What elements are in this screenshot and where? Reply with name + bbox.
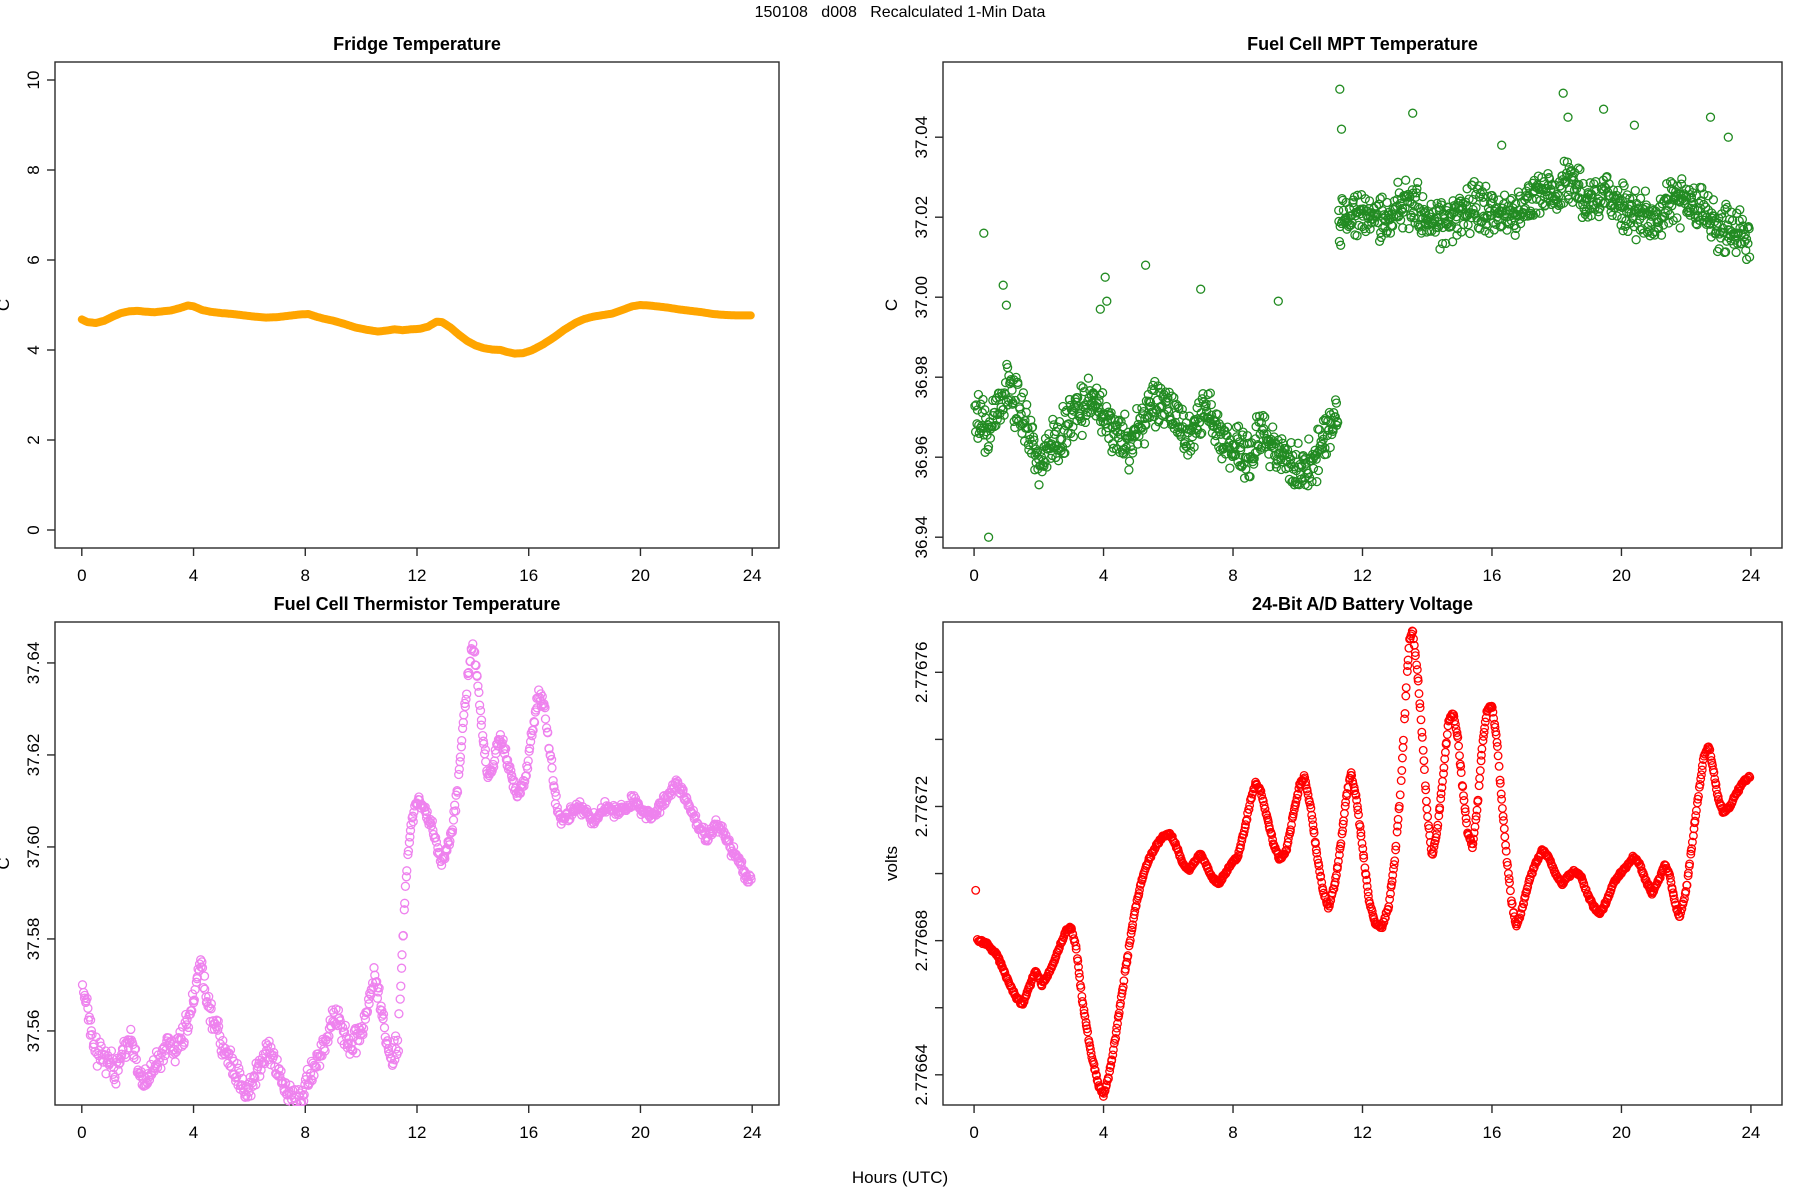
fuel-cell-mpt-temperature-x-axis: 0 4 8 12 16 20 24 (969, 548, 1760, 585)
y-tick-label: 0 (24, 525, 43, 534)
y-tick-label: 37.58 (24, 918, 43, 961)
fuel-cell-thermistor-temperature-x-axis: 0 4 8 12 16 20 24 (77, 1105, 762, 1142)
x-tick-label: 4 (189, 566, 198, 585)
battery-voltage-panel: 24-Bit A/D Battery Voltage 0 4 8 12 16 20 24 2.7… (882, 594, 1783, 1142)
x-tick-label: 16 (1483, 1123, 1502, 1142)
battery-voltage-plot-box (942, 621, 1783, 1106)
battery-voltage-y-axis-title: volts (882, 846, 901, 881)
x-tick-label: 24 (1741, 566, 1760, 585)
fuel-cell-mpt-temperature-panel: Fuel Cell MPT Temperature 0 4 8 12 16 20 24 36.9… (882, 34, 1783, 585)
x-tick-label: 8 (301, 566, 310, 585)
y-tick-label: 8 (24, 165, 43, 174)
fuel-cell-mpt-temperature-plot-box (942, 61, 1783, 549)
figure-title: 150108 d008 Recalculated 1-Min Data (754, 4, 1046, 21)
fuel-cell-thermistor-temperature-y-axis: 37.56 37.58 37.60 37.62 37.64 C (0, 642, 55, 1053)
fuel-cell-thermistor-temperature-panel: Fuel Cell Thermistor Temperature 0 4 8 12 16 2… (0, 594, 780, 1142)
battery-voltage-title: 24-Bit A/D Battery Voltage (1252, 594, 1473, 614)
y-tick-label: 37.04 (912, 116, 931, 159)
y-tick-label: 37.00 (912, 276, 931, 319)
y-tick-label: 10 (24, 71, 43, 90)
x-tick-label: 20 (631, 1123, 650, 1142)
x-tick-label: 12 (408, 1123, 427, 1142)
x-tick-label: 4 (1099, 566, 1108, 585)
fuel-cell-mpt-temperature-series (970, 84, 1755, 542)
y-tick-label: 2.77672 (912, 776, 931, 837)
x-tick-label: 0 (77, 566, 86, 585)
x-tick-label: 8 (301, 1123, 310, 1142)
fuel-cell-mpt-temperature-y-axis: 36.94 36.96 36.98 37.00 37.02 37.04 C (882, 116, 943, 559)
x-tick-label: 16 (519, 1123, 538, 1142)
fridge-temperature-y-axis-title: C (0, 299, 13, 311)
x-tick-label: 20 (631, 566, 650, 585)
x-tick-label: 24 (743, 1123, 762, 1142)
battery-voltage-series (971, 626, 1755, 1101)
y-tick-label: 2.77664 (912, 1044, 931, 1105)
x-axis-label: Hours (UTC) (851, 1168, 949, 1187)
battery-voltage-x-axis: 0 4 8 12 16 20 24 (969, 1105, 1760, 1142)
x-tick-label: 16 (519, 566, 538, 585)
y-tick-label: 2.77668 (912, 910, 931, 971)
x-tick-label: 4 (1099, 1123, 1108, 1142)
y-tick-label: 36.94 (912, 516, 931, 559)
fridge-temperature-x-axis: 0 4 8 12 16 20 24 (77, 548, 762, 585)
fuel-cell-thermistor-temperature-plot-box (54, 621, 780, 1106)
y-tick-label: 37.60 (24, 826, 43, 869)
y-tick-label: 36.98 (912, 356, 931, 399)
x-tick-label: 20 (1612, 1123, 1631, 1142)
x-tick-label: 0 (969, 1123, 978, 1142)
fuel-cell-thermistor-temperature-series (77, 639, 756, 1106)
fuel-cell-mpt-temperature-y-axis-title: C (882, 299, 901, 311)
y-tick-label: 37.62 (24, 734, 43, 777)
fuel-cell-thermistor-temperature-y-axis-title: C (0, 857, 13, 869)
fridge-temperature-series (77, 301, 755, 358)
fuel-cell-mpt-temperature-title: Fuel Cell MPT Temperature (1247, 34, 1478, 54)
x-tick-label: 24 (743, 566, 762, 585)
fridge-temperature-y-axis: 0 2 4 6 8 10 C (0, 71, 55, 535)
y-tick-label: 2.77676 (912, 642, 931, 703)
battery-voltage-y-axis: 2.77664 2.77668 2.77672 2.77676 volts (882, 642, 943, 1106)
x-tick-label: 0 (77, 1123, 86, 1142)
y-tick-label: 6 (24, 255, 43, 264)
y-tick-label: 37.64 (24, 642, 43, 685)
y-tick-label: 2 (24, 435, 43, 444)
y-tick-label: 36.96 (912, 436, 931, 479)
x-tick-label: 8 (1228, 1123, 1237, 1142)
x-tick-label: 20 (1612, 566, 1631, 585)
x-tick-label: 8 (1228, 566, 1237, 585)
fridge-temperature-line (77, 301, 755, 358)
y-tick-label: 37.02 (912, 196, 931, 239)
x-tick-label: 0 (969, 566, 978, 585)
y-tick-label: 37.56 (24, 1010, 43, 1053)
x-tick-label: 12 (1353, 566, 1372, 585)
x-tick-label: 12 (1353, 1123, 1372, 1142)
fridge-temperature-title: Fridge Temperature (333, 34, 501, 54)
fuel-cell-thermistor-temperature-title: Fuel Cell Thermistor Temperature (274, 594, 561, 614)
fridge-temperature-panel: Fridge Temperature048121620240246810C (0, 34, 780, 585)
x-tick-label: 24 (1741, 1123, 1760, 1142)
x-tick-label: 12 (408, 566, 427, 585)
x-tick-label: 4 (189, 1123, 198, 1142)
y-tick-label: 4 (24, 345, 43, 354)
x-tick-label: 16 (1483, 566, 1502, 585)
